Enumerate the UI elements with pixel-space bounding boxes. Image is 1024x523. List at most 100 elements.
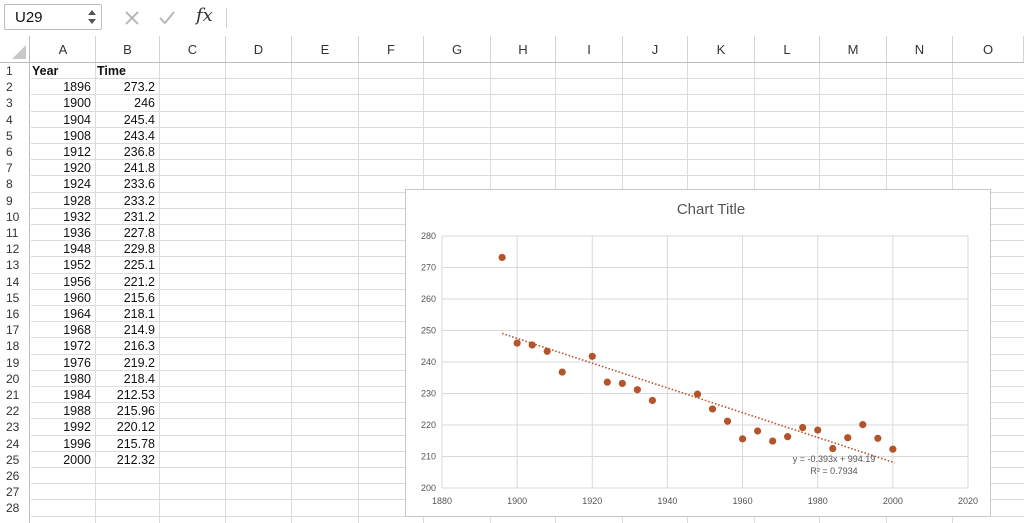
year-cell[interactable]: 1952: [63, 258, 91, 273]
year-cell[interactable]: 1960: [63, 290, 91, 305]
year-cell[interactable]: 1904: [63, 112, 91, 127]
column-header-m[interactable]: M: [820, 36, 887, 62]
row-header-1[interactable]: 1: [6, 64, 13, 78]
time-cell[interactable]: 216.3: [123, 339, 155, 354]
chart-title[interactable]: Chart Title: [677, 201, 745, 218]
row-header-4[interactable]: 4: [6, 112, 13, 127]
scatter-chart[interactable]: Chart Title 1880 1900 1920 1940 1960 1980 2000 2…: [405, 189, 991, 517]
column-header-j[interactable]: J: [623, 36, 688, 62]
year-cell[interactable]: 1996: [63, 436, 91, 451]
row-header-7[interactable]: 7: [6, 161, 13, 176]
time-cell[interactable]: 233.6: [123, 177, 155, 192]
time-cell[interactable]: 227.8: [123, 226, 155, 240]
time-cell[interactable]: 273.2: [123, 80, 155, 95]
year-cell[interactable]: 1964: [63, 307, 91, 321]
row-header-6[interactable]: 6: [6, 145, 13, 159]
column-header-c[interactable]: C: [160, 36, 226, 62]
time-cell[interactable]: 218.1: [123, 307, 155, 321]
row-header-22[interactable]: 22: [6, 404, 20, 419]
name-box[interactable]: U29: [4, 4, 102, 30]
row-header-26[interactable]: 26: [6, 469, 20, 483]
column-header-l[interactable]: L: [755, 36, 820, 62]
time-cell[interactable]: 233.2: [123, 193, 155, 208]
time-cell[interactable]: 221.2: [123, 274, 155, 289]
time-cell[interactable]: 245.4: [123, 112, 155, 127]
row-header-10[interactable]: 10: [6, 209, 20, 224]
year-cell[interactable]: 1912: [63, 145, 91, 159]
year-cell[interactable]: 1972: [63, 339, 91, 354]
year-cell[interactable]: 1976: [63, 355, 91, 370]
column-header-b[interactable]: B: [96, 36, 160, 62]
row-header-15[interactable]: 15: [6, 290, 20, 305]
column-header-i[interactable]: I: [556, 36, 623, 62]
row-header-25[interactable]: 25: [6, 452, 20, 467]
time-cell[interactable]: 215.96: [116, 404, 155, 419]
row-header-14[interactable]: 14: [6, 274, 20, 289]
row-header-5[interactable]: 5: [6, 128, 13, 143]
row-header-18[interactable]: 18: [6, 339, 20, 354]
cancel-icon[interactable]: [124, 10, 140, 26]
column-header-f[interactable]: F: [359, 36, 424, 62]
time-cell[interactable]: 215.78: [116, 436, 155, 451]
select-all-corner[interactable]: [0, 36, 30, 62]
fx-label[interactable]: fx: [196, 5, 213, 26]
row-header-13[interactable]: 13: [6, 258, 20, 273]
header-cell-year[interactable]: Year: [32, 64, 59, 78]
row-header-20[interactable]: 20: [6, 371, 20, 386]
time-cell[interactable]: 220.12: [116, 420, 155, 435]
row-header-19[interactable]: 19: [6, 355, 20, 370]
row-header-8[interactable]: 8: [6, 177, 13, 192]
year-cell[interactable]: 1932: [63, 209, 91, 224]
row-header-16[interactable]: 16: [6, 307, 20, 321]
time-cell[interactable]: 214.9: [123, 323, 155, 338]
year-cell[interactable]: 1920: [63, 161, 91, 176]
year-cell[interactable]: 1948: [63, 242, 91, 257]
column-header-e[interactable]: E: [292, 36, 359, 62]
formula-input[interactable]: [232, 4, 1012, 30]
column-header-n[interactable]: N: [887, 36, 953, 62]
time-cell[interactable]: 229.8: [123, 242, 155, 257]
row-header-24[interactable]: 24: [6, 436, 20, 451]
name-box-stepper-icon[interactable]: [87, 8, 97, 26]
column-header-g[interactable]: G: [424, 36, 491, 62]
row-header-27[interactable]: 27: [6, 485, 20, 500]
row-header-12[interactable]: 12: [6, 242, 20, 257]
header-cell-time[interactable]: Time: [97, 64, 126, 78]
year-cell[interactable]: 1908: [63, 128, 91, 143]
row-header-23[interactable]: 23: [6, 420, 20, 435]
year-cell[interactable]: 1936: [63, 226, 91, 240]
time-cell[interactable]: 241.8: [123, 161, 155, 176]
time-cell[interactable]: 243.4: [123, 128, 155, 143]
year-cell[interactable]: 1984: [63, 388, 91, 402]
time-cell[interactable]: 225.1: [123, 258, 155, 273]
time-cell[interactable]: 219.2: [123, 355, 155, 370]
time-cell[interactable]: 231.2: [123, 209, 155, 224]
column-header-a[interactable]: A: [31, 36, 96, 62]
year-cell[interactable]: 1988: [63, 404, 91, 419]
row-header-11[interactable]: 11: [6, 226, 19, 240]
year-cell[interactable]: 1896: [63, 80, 91, 95]
time-cell[interactable]: 218.4: [123, 371, 155, 386]
year-cell[interactable]: 1928: [63, 193, 91, 208]
column-header-o[interactable]: O: [953, 36, 1024, 62]
year-cell[interactable]: 2000: [63, 452, 91, 467]
row-header-9[interactable]: 9: [6, 193, 13, 208]
column-header-d[interactable]: D: [226, 36, 292, 62]
row-header-3[interactable]: 3: [6, 96, 13, 111]
year-cell[interactable]: 1924: [63, 177, 91, 192]
time-cell[interactable]: 236.8: [123, 145, 155, 159]
time-cell[interactable]: 212.53: [116, 388, 155, 402]
time-cell[interactable]: 215.6: [123, 290, 155, 305]
check-icon[interactable]: [158, 10, 176, 26]
row-header-2[interactable]: 2: [6, 80, 13, 95]
year-cell[interactable]: 1980: [63, 371, 91, 386]
row-header-28[interactable]: 28: [6, 501, 20, 516]
row-header-21[interactable]: 21: [6, 388, 20, 402]
column-header-k[interactable]: K: [688, 36, 755, 62]
year-cell[interactable]: 1968: [63, 323, 91, 338]
time-cell[interactable]: 246: [134, 96, 155, 111]
time-cell[interactable]: 212.32: [116, 452, 155, 467]
row-header-17[interactable]: 17: [6, 323, 20, 338]
column-header-h[interactable]: H: [491, 36, 556, 62]
year-cell[interactable]: 1956: [63, 274, 91, 289]
